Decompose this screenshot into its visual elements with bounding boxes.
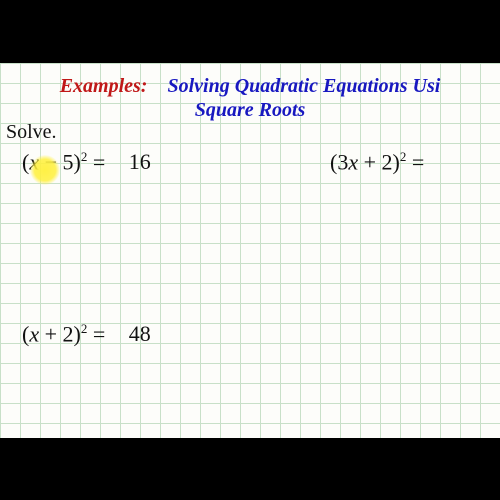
eq3-var: x: [29, 321, 39, 346]
equation-2: (3x + 2)2 =: [330, 149, 448, 175]
equation-3: (x + 2)2 = 48: [22, 321, 151, 347]
eq3-rhs: 48: [129, 321, 151, 347]
examples-label: Examples:: [60, 75, 148, 97]
eq2-open: (3: [330, 149, 348, 174]
eq2-var: x: [348, 149, 358, 174]
eq2-inner: + 2): [358, 149, 400, 174]
title-main: Solving Quadratic Equations Usi: [167, 75, 440, 97]
title-row-2: Square Roots: [0, 99, 500, 122]
eq1-inner: − 5): [39, 149, 81, 174]
slide-content: Examples: Solving Quadratic Equations Us…: [0, 63, 500, 438]
eq2-eq: =: [406, 149, 429, 174]
equation-1: (x − 5)2 = 16: [22, 149, 151, 175]
instruction-text: Solve.: [6, 121, 57, 144]
title-row: Examples: Solving Quadratic Equations Us…: [0, 75, 500, 98]
eq3-inner: + 2): [39, 321, 81, 346]
eq1-rhs: 16: [129, 149, 151, 175]
eq3-eq: =: [87, 321, 110, 346]
eq1-eq: =: [87, 149, 110, 174]
slide-frame: Examples: Solving Quadratic Equations Us…: [0, 63, 500, 438]
eq1-var: x: [29, 149, 39, 174]
title-sub: Square Roots: [195, 99, 306, 121]
